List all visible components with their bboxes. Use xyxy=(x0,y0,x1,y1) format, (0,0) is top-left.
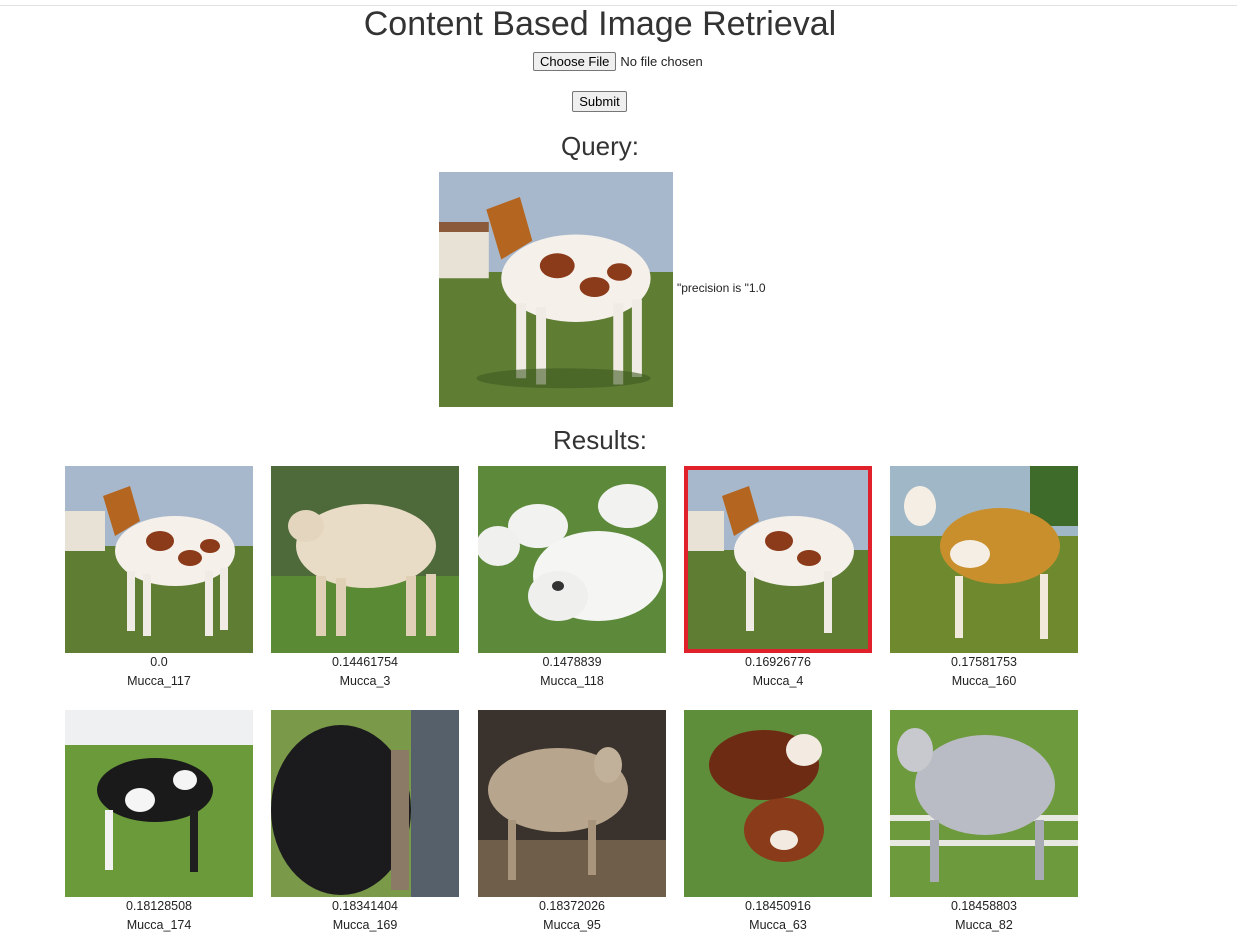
result-name: Mucca_63 xyxy=(749,918,807,932)
file-input[interactable]: Choose File No file chosen xyxy=(533,52,703,71)
result-image[interactable] xyxy=(684,466,872,653)
result-name: Mucca_4 xyxy=(752,674,804,688)
result-item[interactable]: 0.1478839 Mucca_118 xyxy=(478,466,666,691)
result-distance: 0.17581753 xyxy=(950,655,1018,669)
precision-text: "precision is "1.0 xyxy=(677,281,766,295)
result-image[interactable] xyxy=(271,710,459,897)
result-distance: 0.16926776 xyxy=(744,655,812,669)
result-item[interactable]: 0.14461754 Mucca_3 xyxy=(271,466,459,691)
result-image[interactable] xyxy=(890,710,1078,897)
result-name: Mucca_174 xyxy=(126,918,192,932)
result-name: Mucca_118 xyxy=(540,674,604,688)
result-item[interactable]: 0.16926776 Mucca_4 xyxy=(684,466,872,691)
result-name: Mucca_160 xyxy=(951,674,1017,688)
choose-file-button[interactable]: Choose File xyxy=(533,52,617,71)
result-image[interactable] xyxy=(271,466,459,653)
result-distance: 0.18458803 xyxy=(950,899,1018,913)
result-distance: 0.1478839 xyxy=(542,655,602,669)
page-title: Content Based Image Retrieval xyxy=(363,5,837,43)
top-divider xyxy=(0,5,1237,6)
result-name: Mucca_3 xyxy=(339,674,391,688)
result-distance: 0.18372026 xyxy=(538,899,606,913)
result-image[interactable] xyxy=(65,466,253,653)
result-image[interactable] xyxy=(478,710,666,897)
result-image[interactable] xyxy=(65,710,253,897)
result-distance: 0.14461754 xyxy=(331,655,399,669)
result-distance: 0.18341404 xyxy=(331,899,399,913)
result-name: Mucca_169 xyxy=(332,918,398,932)
result-name: Mucca_95 xyxy=(543,918,601,932)
result-name: Mucca_117 xyxy=(127,674,191,688)
result-image[interactable] xyxy=(684,710,872,897)
result-image[interactable] xyxy=(890,466,1078,653)
query-heading: Query: xyxy=(560,131,640,161)
file-status: No file chosen xyxy=(620,54,703,69)
results-heading: Results: xyxy=(553,425,647,455)
submit-button[interactable]: Submit xyxy=(572,91,627,112)
result-item[interactable]: 0.18128508 Mucca_174 xyxy=(65,710,253,935)
result-item[interactable]: 0.18372026 Mucca_95 xyxy=(478,710,666,935)
result-distance: 0.18128508 xyxy=(125,899,193,913)
result-item[interactable]: 0.18341404 Mucca_169 xyxy=(271,710,459,935)
result-image[interactable] xyxy=(478,466,666,653)
query-image xyxy=(439,172,673,407)
result-name: Mucca_82 xyxy=(955,918,1013,932)
result-distance: 0.0 xyxy=(150,655,168,669)
result-distance: 0.18450916 xyxy=(744,899,812,913)
result-item[interactable]: 0.18458803 Mucca_82 xyxy=(890,710,1078,935)
result-item[interactable]: 0.18450916 Mucca_63 xyxy=(684,710,872,935)
result-item[interactable]: 0.17581753 Mucca_160 xyxy=(890,466,1078,691)
result-item[interactable]: 0.0 Mucca_117 xyxy=(65,466,253,691)
